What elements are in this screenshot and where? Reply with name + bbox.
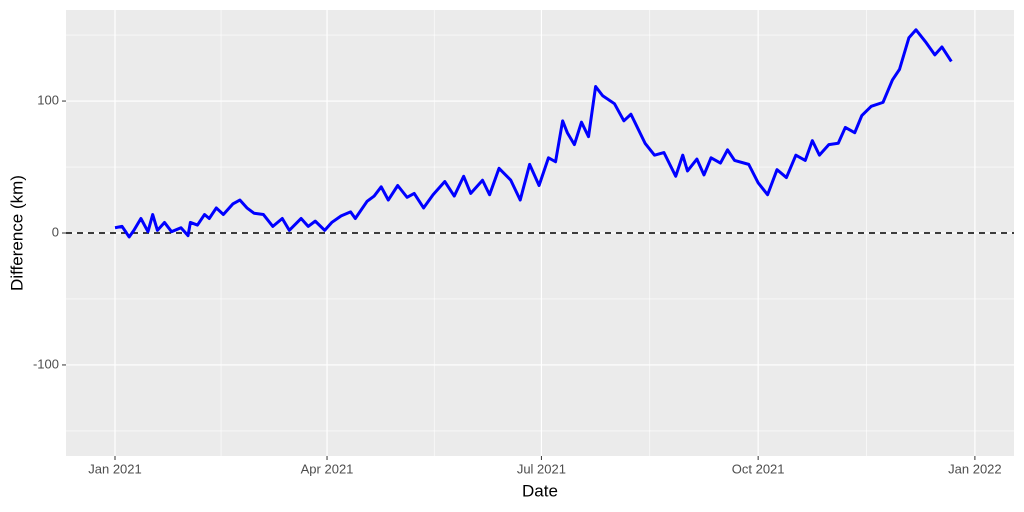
x-tick-label: Apr 2021 — [301, 461, 354, 476]
y-tick-label: -100 — [33, 356, 59, 371]
y-axis-label: Difference (km) — [7, 175, 26, 291]
x-tick-label: Jan 2021 — [88, 461, 142, 476]
x-tick-label: Jul 2021 — [517, 461, 566, 476]
line-series — [114, 28, 953, 239]
x-tick-label: Jan 2022 — [948, 461, 1002, 476]
x-axis-label: Date — [522, 481, 558, 500]
y-tick-label: 0 — [52, 224, 59, 239]
y-tick-label: 100 — [37, 92, 59, 107]
x-tick-label: Oct 2021 — [732, 461, 785, 476]
